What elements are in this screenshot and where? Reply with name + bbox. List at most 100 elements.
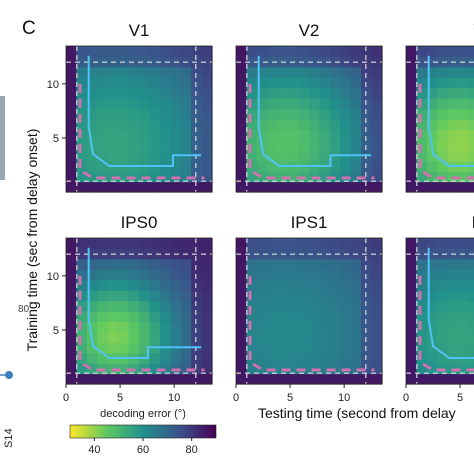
heatmap-cell [350,238,362,250]
heatmap-cell [437,352,449,364]
heatmap-cell [468,139,474,151]
heatmap-cell [118,290,130,302]
heatmap-cell [97,238,109,250]
heatmap-cell [236,181,248,193]
heatmap-cell [468,77,474,89]
heatmap-cell [159,321,171,333]
heatmap-cell [86,363,98,375]
heatmap-cell [447,77,459,89]
heatmap-cell [361,87,373,99]
heatmap-cell [288,181,300,193]
heatmap-cell [361,363,373,375]
heatmap-cell [246,331,258,343]
heatmap-cell [191,181,203,193]
heatmap-cell [256,279,268,291]
heatmap-cell [139,129,151,141]
heatmap-cell [437,150,449,162]
colorbar-tick-label: 40 [88,444,100,456]
panel-frame [65,237,213,385]
heatmap-cell [298,269,310,281]
heatmap-cell [256,300,268,312]
heatmap-cell [86,181,98,193]
heatmap-cell [340,87,352,99]
heatmap-cell [86,108,98,120]
heatmap-cell [256,66,268,78]
heatmap-cell [361,300,373,312]
heatmap-cell [309,181,321,193]
heatmap-cell [416,269,428,281]
heatmap-cell [86,248,98,260]
heatmap-cell [256,248,268,260]
heatmap-cell [426,171,438,183]
heatmap-cell [371,119,383,131]
heatmap-cell [371,363,383,375]
heatmap-cell [329,279,341,291]
heatmap-cell [340,238,352,250]
heatmap-cell [319,248,331,260]
heatmap-cell [107,46,119,58]
heatmap-cell [170,108,182,120]
heatmap-cell [298,300,310,312]
heatmap-cell [406,46,418,58]
heatmap-cell [277,290,289,302]
heatmap-cell [468,279,474,291]
heatmap-cell [149,311,161,323]
heatmap-cell [416,311,428,323]
heatmap-cell [107,331,119,343]
heatmap-cell [447,290,459,302]
heatmap-cell [371,290,383,302]
heatmap-cell [201,300,213,312]
heatmap-cell [319,331,331,343]
heatmap-cell [277,311,289,323]
heatmap-cell [277,139,289,151]
heatmap-cell [66,331,78,343]
heatmap-cell [139,279,151,291]
heatmap-cell [139,248,151,260]
heatmap-cell [97,269,109,281]
heatmap-cell [371,150,383,162]
heatmap-panel: V [405,21,474,193]
heatmap-cell [159,290,171,302]
heatmap-cell [86,119,98,131]
heatmap-cell [350,300,362,312]
heatmap-cell [288,171,300,183]
heatmap-cell [288,258,300,270]
heatmap-cell [437,66,449,78]
heatmap-cell [159,258,171,270]
heatmap-cell [76,87,88,99]
heatmap-cell [340,258,352,270]
heatmap-cell [97,139,109,151]
heatmap-cell [97,311,109,323]
heatmap-cell [426,66,438,78]
heatmap-cell [76,56,88,68]
heatmap-cell [139,269,151,281]
heatmap-cell [236,98,248,110]
heatmap-cell [191,77,203,89]
heatmap-cell [309,258,321,270]
heatmap-cell [236,160,248,172]
heatmap-cell [66,139,78,151]
heatmap-cell [319,119,331,131]
heatmap-cell [319,269,331,281]
heatmap-cell [66,160,78,172]
heatmap-cell [201,363,213,375]
heatmap-cell [416,46,428,58]
heatmap-cell [350,87,362,99]
heatmap-cell [309,331,321,343]
heatmap-cell [319,300,331,312]
heatmap-cell [406,248,418,260]
heatmap-cell [180,311,192,323]
heatmap-cell [149,181,161,193]
heatmap-cell [437,98,449,110]
heatmap-cell [309,119,321,131]
panel-frame [405,45,474,193]
heatmap-cell [309,290,321,302]
heatmap-cell [128,311,140,323]
heatmap-cell [191,279,203,291]
heatmap-cell [66,87,78,99]
heatmap-cell [416,300,428,312]
heatmap-cell [350,321,362,333]
heatmap-cell [437,77,449,89]
heatmap-cell [371,77,383,89]
